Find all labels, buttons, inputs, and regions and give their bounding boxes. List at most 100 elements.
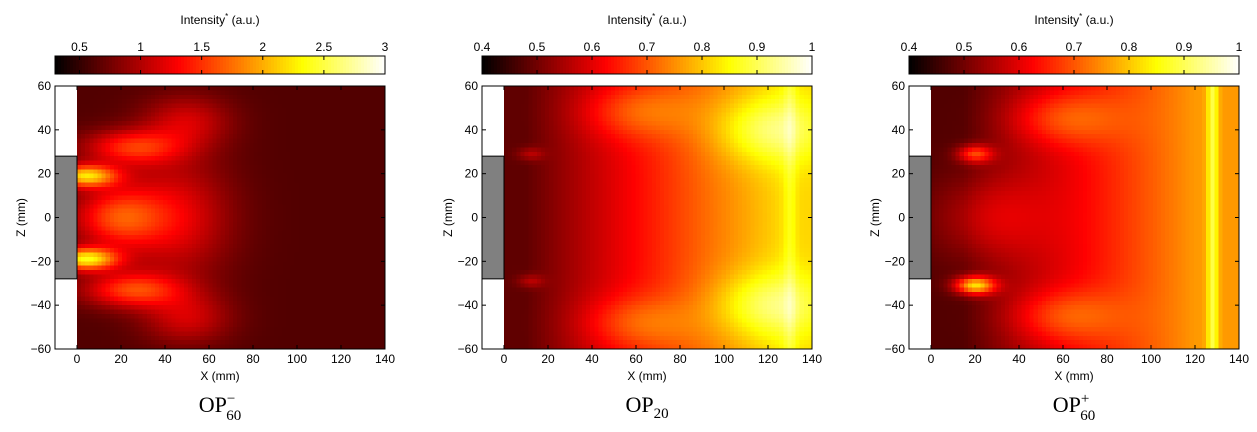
heatmap-cell: [356, 235, 361, 240]
heatmap-cell: [192, 134, 197, 139]
heatmap-cell: [188, 305, 193, 310]
heatmap-cell: [217, 274, 222, 279]
heatmap-cell: [254, 288, 259, 293]
heatmap-cell: [147, 226, 152, 231]
heatmap-cell: [229, 261, 234, 266]
heatmap-cell: [377, 90, 382, 95]
heatmap-cell: [134, 239, 139, 244]
heatmap-cell: [106, 143, 111, 148]
heatmap-cell: [295, 310, 300, 315]
heatmap-cell: [151, 213, 156, 218]
heatmap-cell: [323, 253, 328, 258]
heatmap-cell: [188, 222, 193, 227]
heatmap-cell: [93, 218, 98, 223]
heatmap-cell: [299, 200, 304, 205]
heatmap-cell: [102, 283, 107, 288]
heatmap-cell: [356, 161, 361, 166]
heatmap-cell: [200, 266, 205, 271]
heatmap-cell: [274, 143, 279, 148]
heatmap-cell: [196, 152, 201, 157]
heatmap-cell: [241, 244, 246, 249]
heatmap-cell: [340, 231, 345, 236]
heatmap-cell: [180, 99, 185, 104]
heatmap-cell: [130, 301, 135, 306]
heatmap-cell: [204, 231, 209, 236]
heatmap-cell: [208, 279, 213, 284]
heatmap-cell: [282, 99, 287, 104]
heatmap-cell: [377, 191, 382, 196]
heatmap-cell: [323, 152, 328, 157]
heatmap-cell: [180, 331, 185, 336]
heatmap-cell: [274, 112, 279, 117]
heatmap-cell: [360, 231, 365, 236]
heatmap-cell: [163, 323, 168, 328]
heatmap-cell: [139, 231, 144, 236]
heatmap-cell: [213, 314, 218, 319]
heatmap-cell: [98, 213, 103, 218]
heatmap-cell: [332, 147, 337, 152]
heatmap-cell: [266, 156, 271, 161]
heatmap-cell: [229, 152, 234, 157]
heatmap-cell: [184, 305, 189, 310]
heatmap-cell: [360, 147, 365, 152]
heatmap-cell: [188, 187, 193, 192]
heatmap-cell: [323, 174, 328, 179]
heatmap-cell: [352, 327, 357, 332]
heatmap-cell: [102, 301, 107, 306]
heatmap-cell: [364, 147, 369, 152]
heatmap-cell: [196, 231, 201, 236]
heatmap-cell: [171, 165, 176, 170]
heatmap-cell: [319, 200, 324, 205]
heatmap-cell: [291, 248, 296, 253]
heatmap-cell: [176, 327, 181, 332]
heatmap-cell: [221, 152, 226, 157]
heatmap-cell: [233, 134, 238, 139]
heatmap-cell: [299, 134, 304, 139]
heatmap-cell: [130, 130, 135, 135]
heatmap-cell: [307, 90, 312, 95]
heatmap-cell: [249, 209, 254, 214]
heatmap-cell: [122, 165, 127, 170]
heatmap-cell: [114, 169, 119, 174]
heatmap-cell: [307, 165, 312, 170]
heatmap-cell: [352, 209, 357, 214]
heatmap-cell: [159, 187, 164, 192]
heatmap-cell: [332, 336, 337, 341]
heatmap-cell: [167, 95, 172, 100]
heatmap-cell: [319, 244, 324, 249]
heatmap-cell: [110, 226, 115, 231]
heatmap-cell: [77, 104, 82, 109]
heatmap-cell: [377, 336, 382, 341]
heatmap-cell: [291, 121, 296, 126]
heatmap-cell: [282, 204, 287, 209]
heatmap-cell: [508, 191, 513, 196]
heatmap-cell: [106, 336, 111, 341]
heatmap-cell: [356, 121, 361, 126]
heatmap-cell: [348, 99, 353, 104]
heatmap-cell: [303, 147, 308, 152]
heatmap-cell: [196, 191, 201, 196]
heatmap-cell: [81, 130, 86, 135]
heatmap-cell: [258, 257, 263, 262]
heatmap-cell: [118, 279, 123, 284]
heatmap-cell: [167, 235, 172, 240]
heatmap-cell: [340, 156, 345, 161]
heatmap-cell: [266, 279, 271, 284]
heatmap-cell: [192, 130, 197, 135]
y-tick-label: 40: [38, 123, 52, 137]
heatmap-cell: [504, 95, 509, 100]
heatmap-cell: [85, 279, 90, 284]
heatmap-cell: [77, 169, 82, 174]
heatmap-cell: [180, 95, 185, 100]
heatmap-cell: [286, 314, 291, 319]
heatmap-cell: [512, 99, 517, 104]
heatmap-cell: [147, 90, 152, 95]
heatmap-cell: [299, 86, 304, 91]
heatmap-cell: [143, 270, 148, 275]
heatmap-cell: [122, 222, 127, 227]
heatmap-cell: [307, 239, 312, 244]
heatmap-cell: [315, 191, 320, 196]
heatmap-cell: [102, 182, 107, 187]
heatmap-cell: [352, 200, 357, 205]
heatmap-cell: [118, 178, 123, 183]
